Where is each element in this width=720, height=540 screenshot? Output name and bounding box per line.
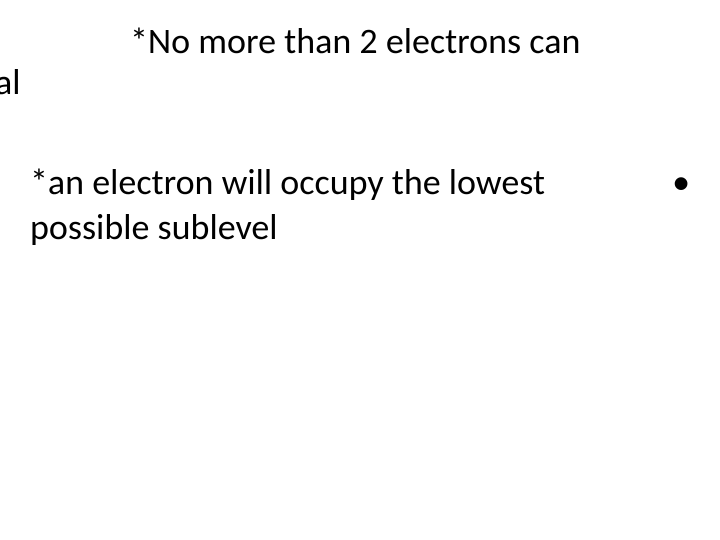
slide: *No more than 2 electrons can al *an ele… — [0, 0, 720, 540]
bullet-text: *an electron will occupy the lowest poss… — [30, 160, 654, 250]
bullet-mark-icon: • — [672, 160, 690, 205]
bullet-block: *an electron will occupy the lowest poss… — [30, 160, 690, 250]
top-text-line: *No more than 2 electrons can — [130, 20, 700, 63]
bullet-row: *an electron will occupy the lowest poss… — [30, 160, 690, 250]
cutoff-text-fragment: al — [0, 60, 21, 104]
